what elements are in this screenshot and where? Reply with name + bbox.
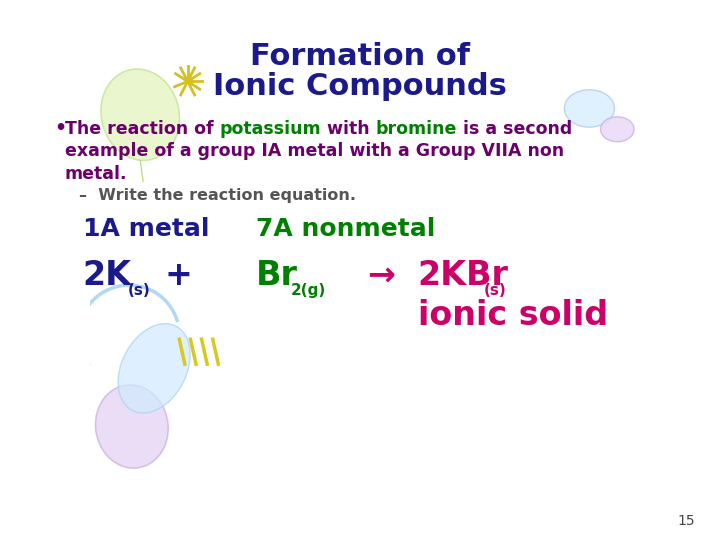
Text: 15: 15 — [678, 514, 695, 528]
Text: potassium: potassium — [220, 119, 321, 138]
Text: example of a group IA metal with a Group VIIA non: example of a group IA metal with a Group… — [65, 142, 564, 160]
Text: metal.: metal. — [65, 165, 127, 183]
Text: 2(g): 2(g) — [291, 283, 326, 298]
Text: Br: Br — [256, 259, 297, 292]
Circle shape — [564, 90, 615, 127]
Text: Formation of: Formation of — [250, 42, 470, 71]
Text: (s): (s) — [484, 283, 507, 298]
Text: 2K: 2K — [83, 259, 132, 292]
Text: +: + — [164, 259, 192, 292]
Text: ionic solid: ionic solid — [418, 299, 608, 333]
Text: is a second: is a second — [457, 119, 572, 138]
Text: The reaction of: The reaction of — [65, 119, 220, 138]
Text: –  Write the reaction equation.: – Write the reaction equation. — [79, 188, 356, 203]
Text: bromine: bromine — [376, 119, 457, 138]
Text: with: with — [321, 119, 376, 138]
Text: (s): (s) — [128, 283, 151, 298]
Text: Ionic Compounds: Ionic Compounds — [213, 72, 507, 101]
Circle shape — [600, 117, 634, 141]
Text: •: • — [54, 119, 66, 138]
Text: 2KBr: 2KBr — [418, 259, 508, 292]
Text: 7A nonmetal: 7A nonmetal — [256, 218, 435, 241]
Ellipse shape — [101, 69, 179, 160]
Text: →: → — [367, 259, 395, 292]
Ellipse shape — [96, 385, 168, 468]
Ellipse shape — [118, 323, 190, 413]
Text: 1A metal: 1A metal — [83, 218, 210, 241]
